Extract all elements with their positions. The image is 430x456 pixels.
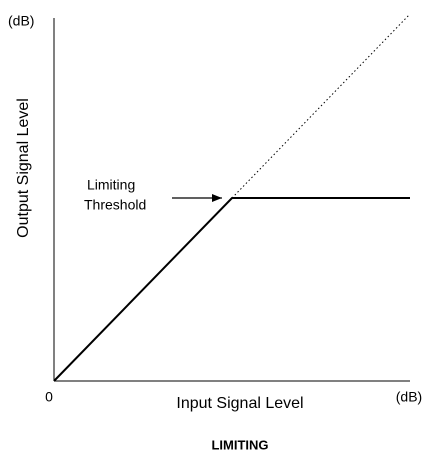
unlimited-line	[231, 13, 411, 199]
caption: LIMITING	[211, 437, 268, 452]
annotation-line: Limiting	[87, 177, 135, 193]
origin-label: 0	[45, 389, 53, 405]
x-label: Input Signal Level	[176, 395, 303, 412]
y-unit: (dB)	[8, 13, 34, 29]
limiting-curve	[53, 197, 410, 382]
annotation-line: Threshold	[84, 197, 146, 213]
y-label: Output Signal Level	[15, 98, 32, 238]
x-unit: (dB)	[396, 389, 422, 405]
